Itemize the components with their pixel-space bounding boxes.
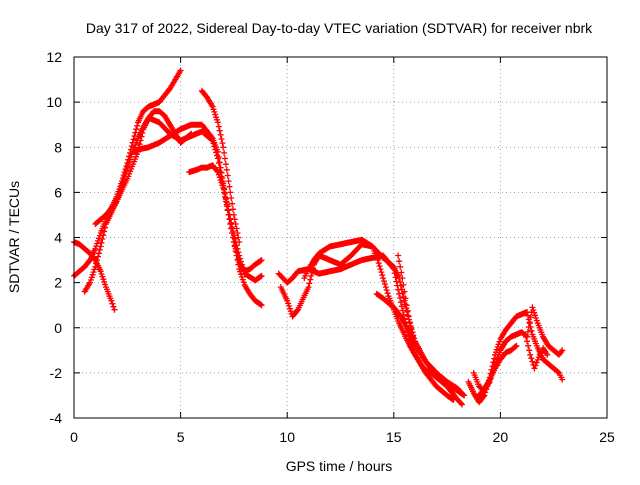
data-point-markers <box>130 121 265 309</box>
y-tick-label: 10 <box>46 94 62 110</box>
x-tick-label: 5 <box>177 429 185 445</box>
y-tick-labels: -4 -2 0 2 4 6 8 10 12 <box>46 49 62 426</box>
data-point-markers <box>476 342 520 399</box>
x-axis-label: GPS time / hours <box>286 458 393 474</box>
y-tick-label: -4 <box>50 410 63 426</box>
y-tick-label: 2 <box>54 275 62 291</box>
data-point-markers <box>301 236 465 408</box>
series-track-10 <box>301 236 465 408</box>
data-point-markers <box>395 252 419 349</box>
series-track-7 <box>198 87 243 245</box>
series-track-16 <box>523 333 551 372</box>
series-track-5 <box>130 121 265 309</box>
data-point-markers <box>523 333 551 372</box>
y-tick-label: 0 <box>54 320 62 336</box>
y-tick-label: 8 <box>54 139 62 155</box>
series-track-15 <box>476 342 520 399</box>
data-point-markers <box>373 290 465 397</box>
y-axis-label: SDTVAR / TECUs <box>6 181 22 293</box>
x-tick-label: 25 <box>599 429 615 445</box>
x-tick-labels: 0 5 10 15 20 25 <box>70 429 615 445</box>
y-tick-label: -2 <box>50 365 63 381</box>
chart-title: Day 317 of 2022, Sidereal Day-to-day VTE… <box>86 20 593 36</box>
axis-ticks <box>73 56 608 419</box>
x-tick-label: 0 <box>70 429 78 445</box>
y-tick-label: 6 <box>54 184 62 200</box>
data-marks <box>71 67 566 408</box>
series-track-12 <box>395 252 419 349</box>
x-tick-label: 20 <box>493 429 509 445</box>
y-tick-label: 4 <box>54 230 62 246</box>
grid-layer <box>74 57 607 418</box>
series-track-9 <box>277 241 457 403</box>
data-point-markers <box>186 162 265 275</box>
series-track-11 <box>373 290 465 397</box>
data-point-markers <box>198 87 243 245</box>
x-tick-label: 15 <box>386 429 402 445</box>
series-track-6 <box>186 162 265 275</box>
y-tick-label: 12 <box>46 49 62 65</box>
x-tick-label: 10 <box>279 429 295 445</box>
data-point-markers <box>277 241 457 403</box>
